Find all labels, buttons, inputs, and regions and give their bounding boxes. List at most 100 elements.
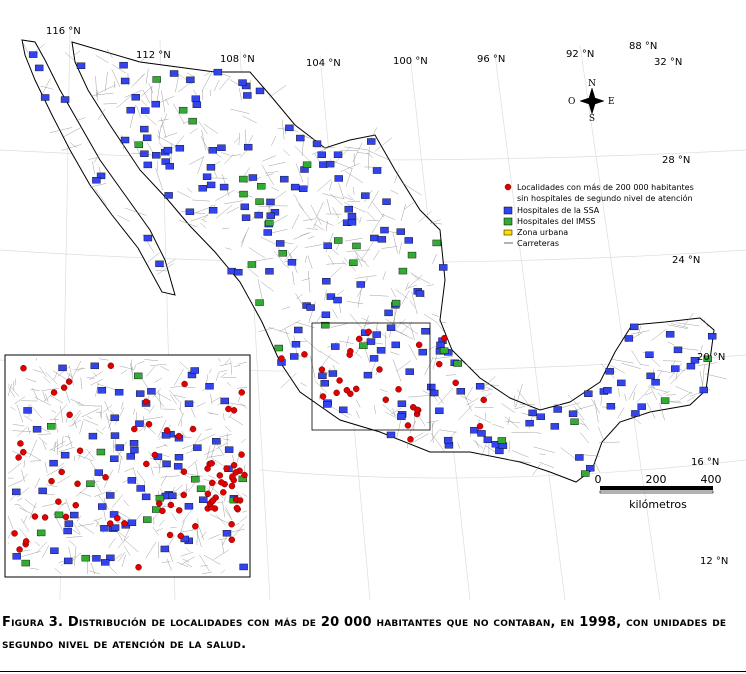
road <box>77 523 94 527</box>
locality-marker <box>238 451 245 458</box>
ssa-hospital-marker <box>126 453 135 460</box>
road <box>78 404 95 407</box>
road <box>61 144 82 151</box>
ssa-hospital-marker <box>110 414 119 421</box>
ssa-hospital-marker <box>185 208 195 216</box>
scale-bar-outline <box>599 490 714 494</box>
ssa-hospital-marker <box>184 503 194 510</box>
ssa-hospital-marker <box>234 268 243 276</box>
road <box>187 459 198 469</box>
locality-marker <box>177 532 184 540</box>
road <box>154 378 162 383</box>
road <box>430 222 443 225</box>
road <box>69 419 82 428</box>
ssa-hospital-marker <box>100 525 109 532</box>
road <box>390 351 400 355</box>
ssa-hospital-marker <box>32 426 42 433</box>
road <box>382 214 396 220</box>
longitude-label: 104 °N <box>306 58 341 69</box>
road <box>385 319 397 326</box>
road <box>539 453 546 455</box>
road <box>124 89 143 98</box>
road <box>157 393 172 401</box>
road <box>210 393 213 405</box>
road <box>361 317 370 322</box>
imss-hospital-marker <box>439 347 449 354</box>
road <box>178 219 198 228</box>
road <box>461 395 472 402</box>
graticule-line <box>494 54 566 600</box>
ssa-hospital-marker <box>213 68 223 76</box>
road <box>229 154 241 157</box>
road <box>32 387 39 400</box>
road <box>667 341 675 346</box>
road <box>156 135 178 148</box>
road <box>23 415 33 422</box>
legend-label: sin hospitales de segundo nivel de atenc… <box>517 193 693 203</box>
road <box>208 533 221 540</box>
ssa-hospital-marker <box>63 557 73 565</box>
ssa-hospital-marker <box>436 341 445 349</box>
ssa-hospital-marker <box>162 460 171 468</box>
road <box>361 241 374 260</box>
road <box>475 440 480 449</box>
road <box>22 42 29 53</box>
road <box>301 278 311 281</box>
ssa-hospital-marker <box>396 228 406 235</box>
imss-hospital-marker <box>302 161 312 169</box>
road <box>238 132 240 146</box>
road <box>148 405 155 414</box>
ssa-hospital-marker <box>140 125 149 133</box>
road <box>68 546 72 559</box>
road <box>41 388 59 391</box>
road <box>409 300 415 308</box>
ssa-hospital-marker <box>525 419 534 427</box>
road <box>240 403 248 409</box>
road <box>317 179 332 192</box>
imss-hospital-marker <box>255 299 264 306</box>
road <box>295 322 315 328</box>
road <box>77 367 83 372</box>
ssa-hospital-marker <box>63 527 72 535</box>
road <box>333 161 353 169</box>
road <box>201 129 206 151</box>
road <box>291 214 300 229</box>
imss-hospital-marker <box>134 141 144 148</box>
road <box>359 216 362 224</box>
locality-marker <box>102 474 109 481</box>
ssa-hospital-marker <box>206 164 216 171</box>
road <box>271 187 280 192</box>
road <box>598 441 620 443</box>
road <box>224 496 226 502</box>
road <box>223 413 225 421</box>
ssa-hospital-marker <box>173 463 183 470</box>
road <box>315 201 324 220</box>
imss-hospital-marker <box>265 219 274 227</box>
ssa-hospital-marker <box>624 335 634 342</box>
road <box>334 146 351 164</box>
road <box>324 289 327 301</box>
locality-marker <box>230 407 238 414</box>
ssa-hospital-marker <box>135 420 144 427</box>
road <box>197 156 204 174</box>
road <box>367 150 389 160</box>
road <box>7 530 13 539</box>
longitude-label: 116 °N <box>46 26 81 37</box>
road <box>398 242 402 255</box>
ssa-hospital-marker <box>415 290 425 297</box>
road <box>77 454 94 462</box>
ssa-hospital-marker <box>240 203 250 211</box>
road <box>95 411 102 413</box>
locality-marker <box>228 482 236 490</box>
road <box>598 426 605 442</box>
ssa-hospital-marker <box>296 134 305 142</box>
imss-hospital-marker <box>152 76 161 83</box>
road <box>142 90 150 104</box>
road <box>216 442 228 450</box>
latitude-label: 16 °N <box>691 457 719 468</box>
ssa-hospital-marker <box>198 185 207 192</box>
road <box>258 327 274 332</box>
ssa-hospital-marker <box>438 264 448 271</box>
road <box>118 456 122 474</box>
